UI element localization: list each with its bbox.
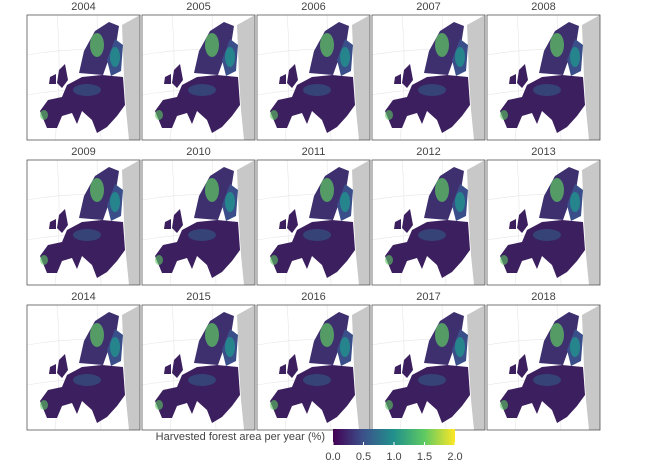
panel-border <box>26 159 141 286</box>
map <box>27 15 140 140</box>
panel-title: 2016 <box>301 291 325 303</box>
map <box>27 305 140 430</box>
panel-border <box>141 159 256 286</box>
panel-title: 2007 <box>416 1 440 13</box>
panel-title: 2011 <box>302 146 326 158</box>
colorbar-tick-label: 1.5 <box>417 451 432 463</box>
panel-border <box>486 159 601 286</box>
colorbar-tick-label: 2.0 <box>447 451 462 463</box>
colorbar-tick-label: 0.5 <box>356 451 371 463</box>
map <box>142 160 255 285</box>
panel-border <box>141 304 256 431</box>
panel-border <box>26 14 141 141</box>
map <box>487 160 600 285</box>
panel-title: 2013 <box>531 146 555 158</box>
map <box>142 305 255 430</box>
panel-title: 2015 <box>186 291 210 303</box>
panel-border <box>486 304 601 431</box>
map <box>257 305 370 430</box>
panel-title: 2006 <box>301 1 325 13</box>
panel-title: 2017 <box>416 291 440 303</box>
panel-border <box>256 304 371 431</box>
map <box>487 305 600 430</box>
panel-border <box>256 159 371 286</box>
panel-title: 2008 <box>531 1 555 13</box>
panel-title: 2018 <box>531 291 555 303</box>
map <box>257 160 370 285</box>
map <box>142 15 255 140</box>
map <box>372 305 485 430</box>
colorbar-tick-label: 0.0 <box>325 451 340 463</box>
panel-title: 2005 <box>186 1 210 13</box>
panel-title: 2004 <box>71 1 95 13</box>
panel-border <box>486 14 601 141</box>
colorbar-tick-label: 1.0 <box>386 451 401 463</box>
panel-border <box>371 159 486 286</box>
colorbar <box>333 429 455 445</box>
panel-border <box>256 14 371 141</box>
map <box>372 160 485 285</box>
legend-title: Harvested forest area per year (%) <box>156 431 325 443</box>
map <box>257 15 370 140</box>
map <box>27 160 140 285</box>
map <box>372 15 485 140</box>
panel-title: 2010 <box>186 146 210 158</box>
panel-border <box>141 14 256 141</box>
panel-title: 2014 <box>71 291 95 303</box>
map <box>487 15 600 140</box>
panel-border <box>26 304 141 431</box>
panel-title: 2009 <box>71 146 95 158</box>
panel-title: 2012 <box>416 146 440 158</box>
panel-border <box>371 14 486 141</box>
